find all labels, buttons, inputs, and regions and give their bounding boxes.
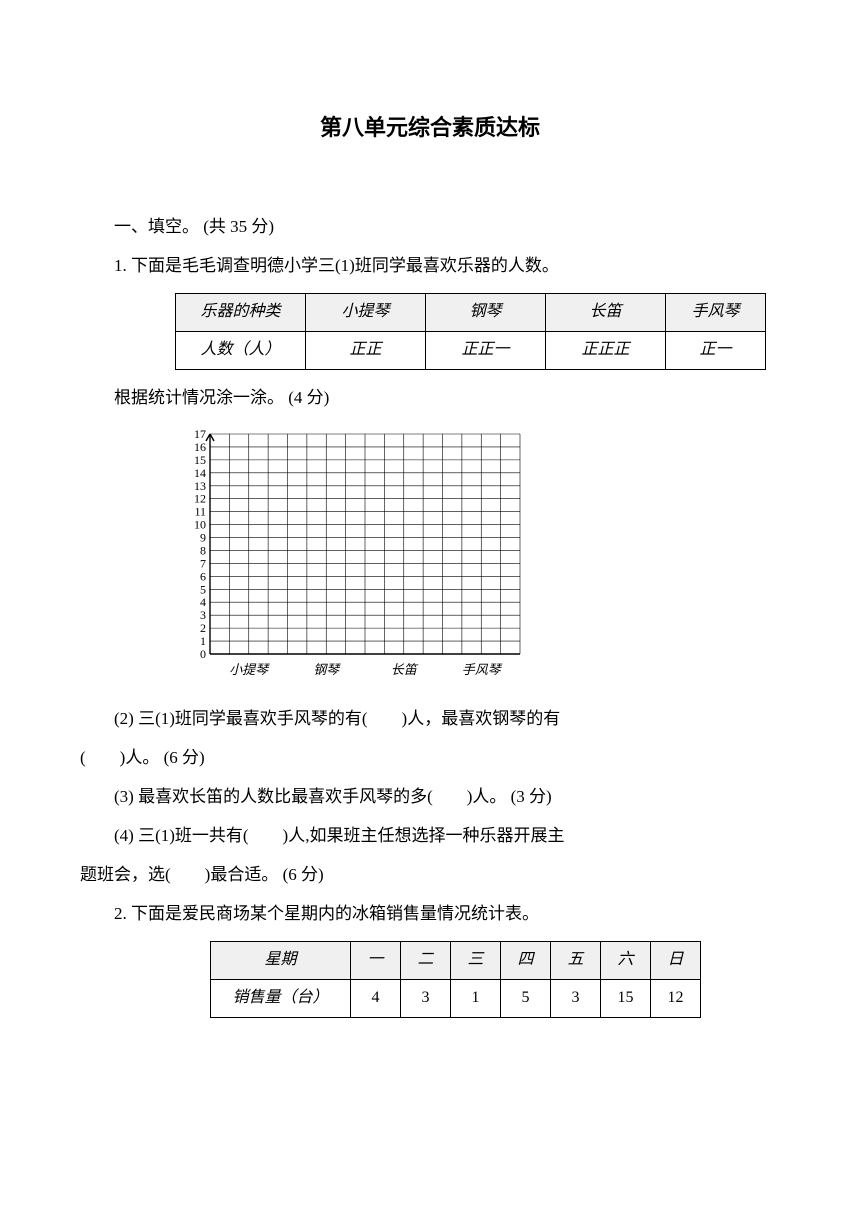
svg-text:16: 16	[194, 440, 206, 454]
section-1-heading: 一、填空。 (共 35 分)	[80, 207, 780, 246]
value-cell: 5	[501, 980, 551, 1018]
chart-wrapper: 01234567891011121314151617小提琴钢琴长笛手风琴	[180, 429, 780, 689]
svg-text:6: 6	[200, 569, 206, 583]
page-title: 第八单元综合素质达标	[80, 110, 780, 142]
tally-cell: 正一	[666, 331, 766, 369]
value-cell: 15	[601, 980, 651, 1018]
svg-text:8: 8	[200, 543, 206, 557]
svg-text:手风琴: 手风琴	[462, 662, 503, 677]
header-cell: 小提琴	[306, 294, 426, 332]
value-cell: 4	[351, 980, 401, 1018]
header-cell: 手风琴	[666, 294, 766, 332]
sales-table-wrapper: 星期 一 二 三 四 五 六 日 销售量（台） 4 3 1 5 3 15 12	[210, 941, 780, 1018]
tally-cell: 正正一	[426, 331, 546, 369]
svg-text:9: 9	[200, 530, 206, 544]
header-cell: 星期	[211, 942, 351, 980]
question-1-sub3: (3) 最喜欢长笛的人数比最喜欢手风琴的多( )人。 (3 分)	[80, 777, 780, 816]
question-1-sub2: (2) 三(1)班同学最喜欢手风琴的有( )人，最喜欢钢琴的有	[80, 699, 780, 738]
instrument-table-wrapper: 乐器的种类 小提琴 钢琴 长笛 手风琴 人数（人） 正正 正正一 正正正 正一	[175, 293, 780, 370]
svg-text:钢琴: 钢琴	[313, 662, 341, 677]
row-label-cell: 人数（人）	[176, 331, 306, 369]
instrument-table: 乐器的种类 小提琴 钢琴 长笛 手风琴 人数（人） 正正 正正一 正正正 正一	[175, 293, 766, 370]
svg-text:小提琴: 小提琴	[229, 662, 270, 677]
header-cell: 一	[351, 942, 401, 980]
value-cell: 12	[651, 980, 701, 1018]
question-1-sub4-cont: 题班会，选( )最合适。 (6 分)	[80, 855, 780, 894]
header-cell: 二	[401, 942, 451, 980]
blank-bar-chart: 01234567891011121314151617小提琴钢琴长笛手风琴	[180, 429, 550, 689]
question-1-sub2-cont: ( )人。 (6 分)	[80, 738, 780, 777]
question-1-intro: 1. 下面是毛毛调查明德小学三(1)班同学最喜欢乐器的人数。	[80, 246, 780, 285]
svg-text:11: 11	[194, 505, 206, 519]
question-1-sub4: (4) 三(1)班一共有( )人,如果班主任想选择一种乐器开展主	[80, 816, 780, 855]
header-cell: 四	[501, 942, 551, 980]
svg-text:7: 7	[200, 556, 206, 570]
value-cell: 3	[401, 980, 451, 1018]
header-cell: 乐器的种类	[176, 294, 306, 332]
header-cell: 三	[451, 942, 501, 980]
sales-table: 星期 一 二 三 四 五 六 日 销售量（台） 4 3 1 5 3 15 12	[210, 941, 701, 1018]
table-row: 销售量（台） 4 3 1 5 3 15 12	[211, 980, 701, 1018]
svg-text:4: 4	[200, 595, 206, 609]
value-cell: 3	[551, 980, 601, 1018]
svg-text:0: 0	[200, 647, 206, 661]
header-cell: 日	[651, 942, 701, 980]
svg-text:1: 1	[200, 634, 206, 648]
tally-cell: 正正	[306, 331, 426, 369]
question-2-intro: 2. 下面是爱民商场某个星期内的冰箱销售量情况统计表。	[80, 894, 780, 933]
row-label-cell: 销售量（台）	[211, 980, 351, 1018]
value-cell: 1	[451, 980, 501, 1018]
header-cell: 六	[601, 942, 651, 980]
svg-text:2: 2	[200, 621, 206, 635]
question-1-sub1: 根据统计情况涂一涂。 (4 分)	[80, 378, 780, 417]
svg-text:长笛: 长笛	[391, 662, 419, 677]
svg-text:17: 17	[194, 429, 206, 441]
table-row: 乐器的种类 小提琴 钢琴 长笛 手风琴	[176, 294, 766, 332]
table-row: 人数（人） 正正 正正一 正正正 正一	[176, 331, 766, 369]
header-cell: 长笛	[546, 294, 666, 332]
svg-text:14: 14	[194, 466, 206, 480]
svg-text:13: 13	[194, 479, 206, 493]
tally-cell: 正正正	[546, 331, 666, 369]
svg-text:5: 5	[200, 582, 206, 596]
svg-text:12: 12	[194, 492, 206, 506]
svg-text:3: 3	[200, 608, 206, 622]
header-cell: 钢琴	[426, 294, 546, 332]
table-row: 星期 一 二 三 四 五 六 日	[211, 942, 701, 980]
content-body: 一、填空。 (共 35 分) 1. 下面是毛毛调查明德小学三(1)班同学最喜欢乐…	[80, 207, 780, 1018]
header-cell: 五	[551, 942, 601, 980]
svg-text:15: 15	[194, 453, 206, 467]
svg-text:10: 10	[194, 517, 206, 531]
